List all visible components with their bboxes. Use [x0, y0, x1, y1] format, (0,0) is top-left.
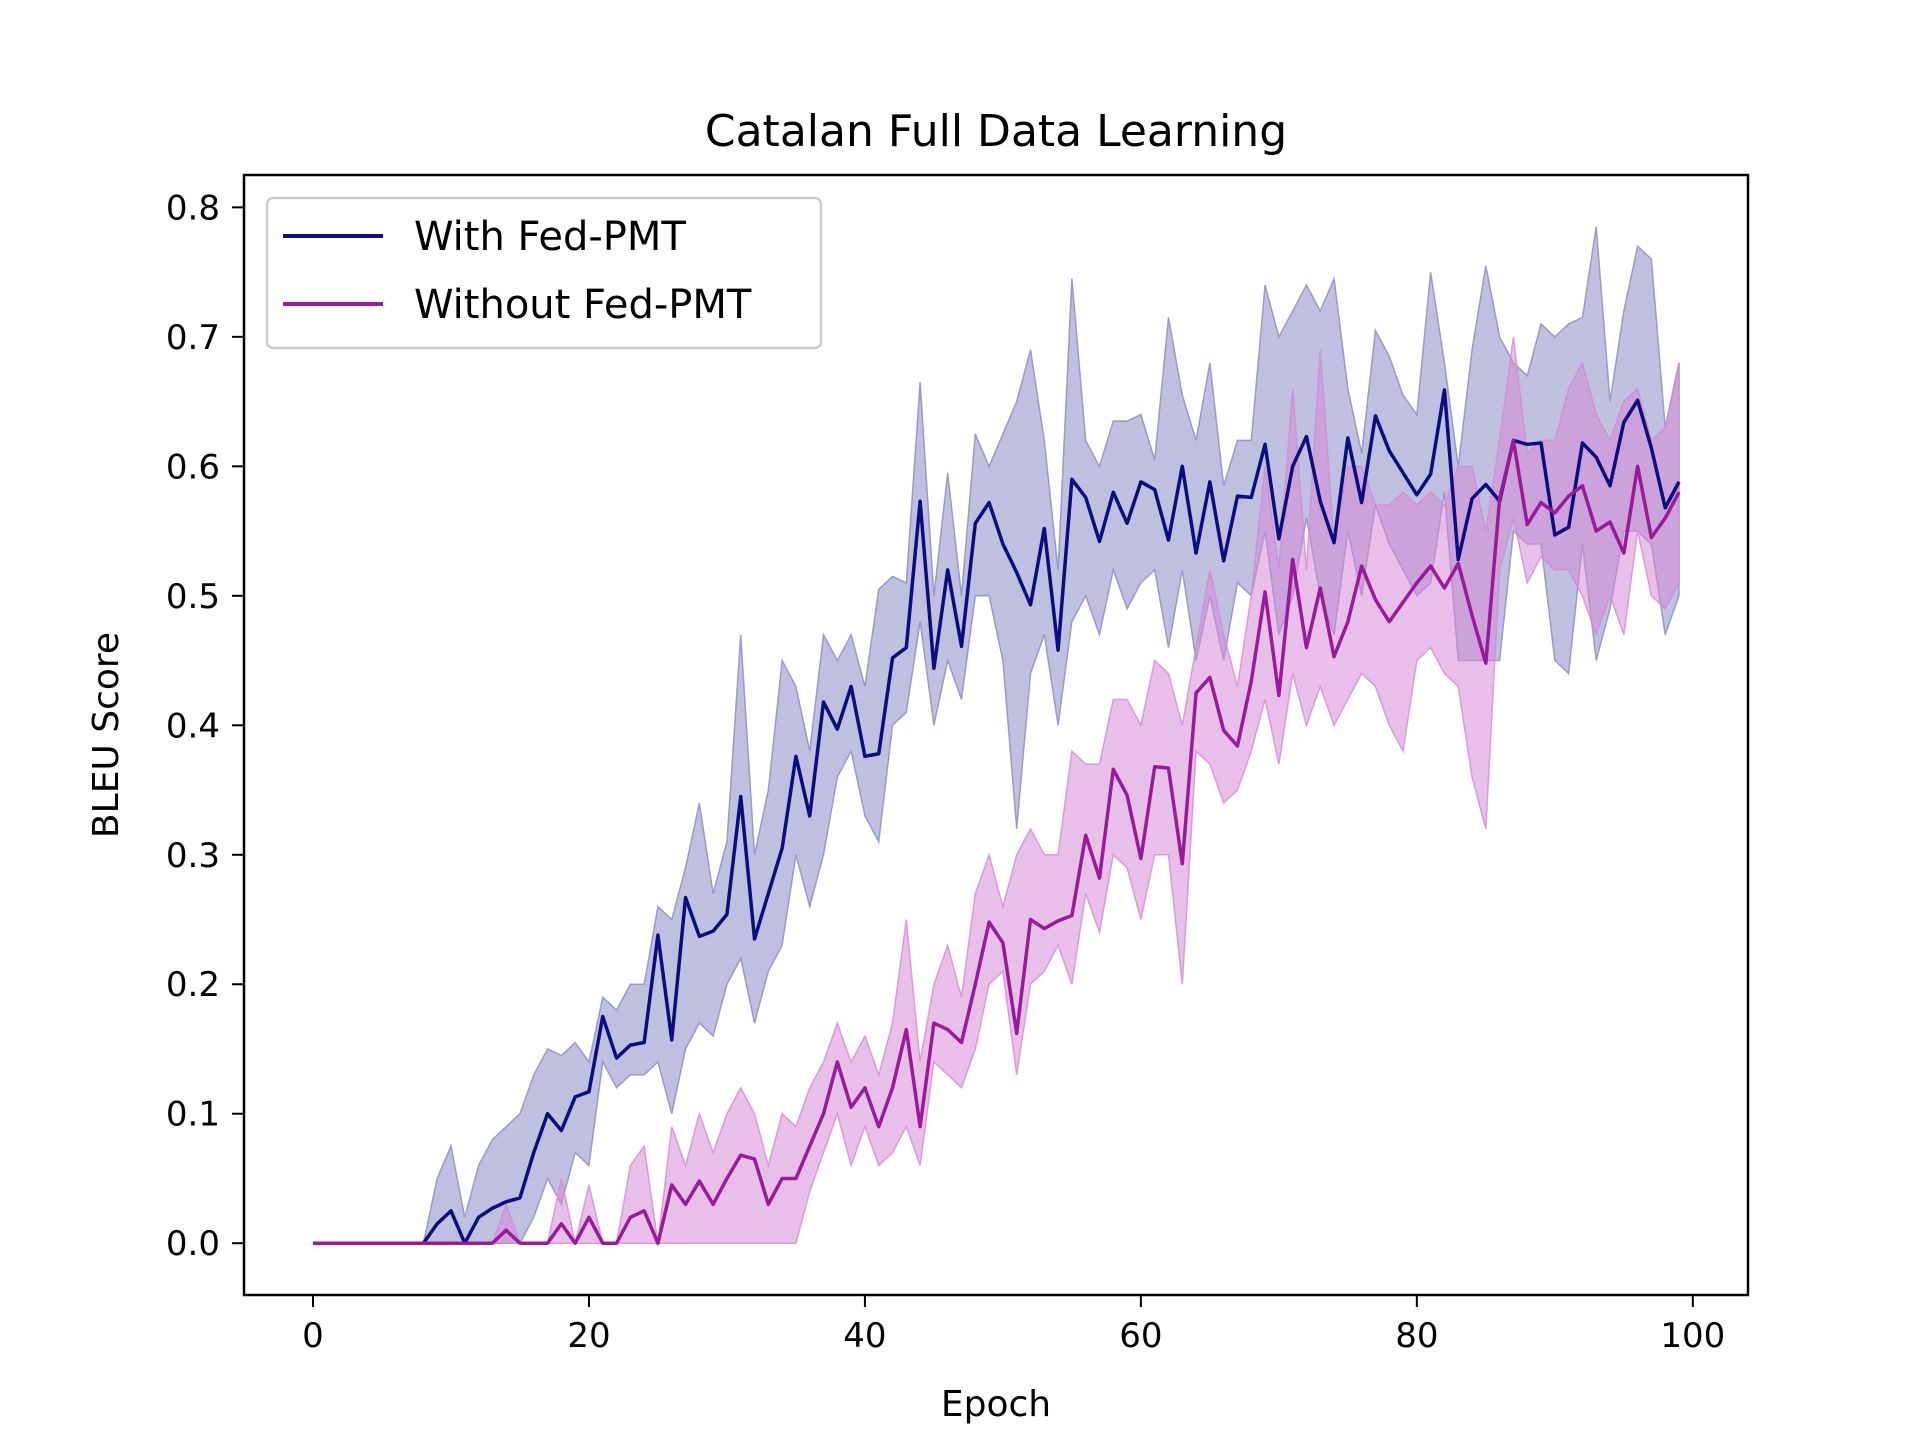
y-tick-label: 0.0 — [166, 1224, 220, 1264]
legend-label-with-fed-pmt: With Fed-PMT — [414, 214, 686, 260]
x-axis-title: Epoch — [941, 1384, 1051, 1425]
y-axis: 0.0 0.1 0.2 0.3 0.4 0.5 0.6 0.7 0.8 — [166, 188, 244, 1264]
legend-frame — [265, 196, 823, 350]
y-tick-label: 0.1 — [166, 1095, 220, 1135]
series-line-without-fed-pmt — [312, 438, 1681, 1245]
chart-title: Catalan Full Data Learning — [705, 106, 1287, 157]
y-tick-label: 0.6 — [166, 447, 220, 487]
legend: With Fed-PMT Without Fed-PMT — [265, 196, 823, 350]
x-tick-label: 60 — [1119, 1316, 1162, 1356]
y-axis-title: BLEU Score — [86, 632, 127, 838]
y-tick-label: 0.5 — [166, 577, 220, 617]
y-tick-label: 0.7 — [166, 318, 220, 358]
y-tick-label: 0.4 — [166, 706, 220, 746]
x-tick-label: 80 — [1395, 1316, 1438, 1356]
y-tick-label: 0.8 — [166, 188, 220, 228]
plot-area-frame — [242, 173, 1750, 1297]
x-axis: 0 20 40 60 80 100 — [302, 1295, 1725, 1356]
y-tick-label: 0.2 — [166, 965, 220, 1005]
series-lines — [312, 388, 1681, 1245]
x-tick-label: 20 — [567, 1316, 610, 1356]
legend-label-without-fed-pmt: Without Fed-PMT — [414, 282, 752, 328]
y-tick-label: 0.3 — [166, 836, 220, 876]
band-without-fed-pmt — [312, 336, 1680, 1244]
x-tick-label: 40 — [843, 1316, 886, 1356]
series-line-with-fed-pmt — [312, 388, 1681, 1245]
x-tick-label: 100 — [1660, 1316, 1725, 1356]
confidence-bands — [312, 226, 1680, 1244]
x-tick-label: 0 — [302, 1316, 324, 1356]
